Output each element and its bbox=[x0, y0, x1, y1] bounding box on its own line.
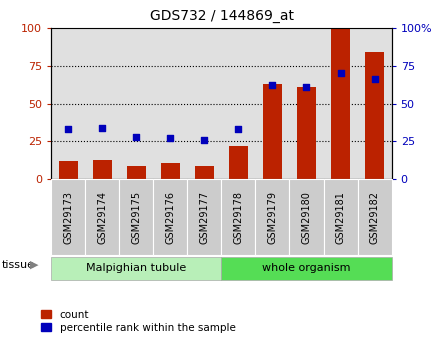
FancyBboxPatch shape bbox=[222, 179, 255, 255]
Point bbox=[337, 70, 344, 76]
Legend: count, percentile rank within the sample: count, percentile rank within the sample bbox=[41, 310, 235, 333]
Point bbox=[235, 127, 242, 132]
Point bbox=[133, 134, 140, 140]
FancyBboxPatch shape bbox=[51, 179, 85, 255]
Point bbox=[269, 82, 276, 88]
Bar bbox=[365, 52, 384, 179]
Text: GSM29182: GSM29182 bbox=[370, 191, 380, 244]
FancyBboxPatch shape bbox=[187, 179, 222, 255]
Text: GSM29179: GSM29179 bbox=[267, 191, 277, 244]
Text: tissue: tissue bbox=[2, 260, 35, 270]
Text: GSM29178: GSM29178 bbox=[234, 191, 243, 244]
Bar bbox=[161, 163, 180, 179]
FancyBboxPatch shape bbox=[85, 179, 119, 255]
Bar bbox=[263, 84, 282, 179]
Text: ▶: ▶ bbox=[30, 260, 39, 270]
FancyBboxPatch shape bbox=[324, 179, 358, 255]
Text: GSM29176: GSM29176 bbox=[166, 191, 175, 244]
Bar bbox=[331, 28, 350, 179]
Text: GSM29174: GSM29174 bbox=[97, 191, 107, 244]
Point bbox=[303, 84, 310, 90]
Text: GSM29177: GSM29177 bbox=[199, 191, 209, 244]
Point bbox=[99, 125, 106, 130]
Text: GSM29180: GSM29180 bbox=[302, 191, 312, 244]
FancyBboxPatch shape bbox=[119, 179, 153, 255]
Bar bbox=[93, 160, 112, 179]
FancyBboxPatch shape bbox=[358, 179, 392, 255]
Text: GSM29173: GSM29173 bbox=[63, 191, 73, 244]
Text: Malpighian tubule: Malpighian tubule bbox=[86, 263, 186, 273]
Point bbox=[167, 136, 174, 141]
Text: GSM29181: GSM29181 bbox=[336, 191, 345, 244]
Bar bbox=[127, 166, 146, 179]
FancyBboxPatch shape bbox=[255, 179, 290, 255]
FancyBboxPatch shape bbox=[222, 257, 392, 280]
Point bbox=[201, 137, 208, 143]
FancyBboxPatch shape bbox=[153, 179, 187, 255]
Bar bbox=[229, 146, 248, 179]
Point bbox=[65, 127, 72, 132]
Bar bbox=[195, 166, 214, 179]
FancyBboxPatch shape bbox=[51, 257, 222, 280]
Bar bbox=[297, 87, 316, 179]
Text: GDS732 / 144869_at: GDS732 / 144869_at bbox=[150, 9, 295, 23]
Bar bbox=[59, 161, 77, 179]
Text: whole organism: whole organism bbox=[262, 263, 351, 273]
FancyBboxPatch shape bbox=[290, 179, 324, 255]
Text: GSM29175: GSM29175 bbox=[131, 191, 141, 244]
Point bbox=[371, 77, 378, 82]
